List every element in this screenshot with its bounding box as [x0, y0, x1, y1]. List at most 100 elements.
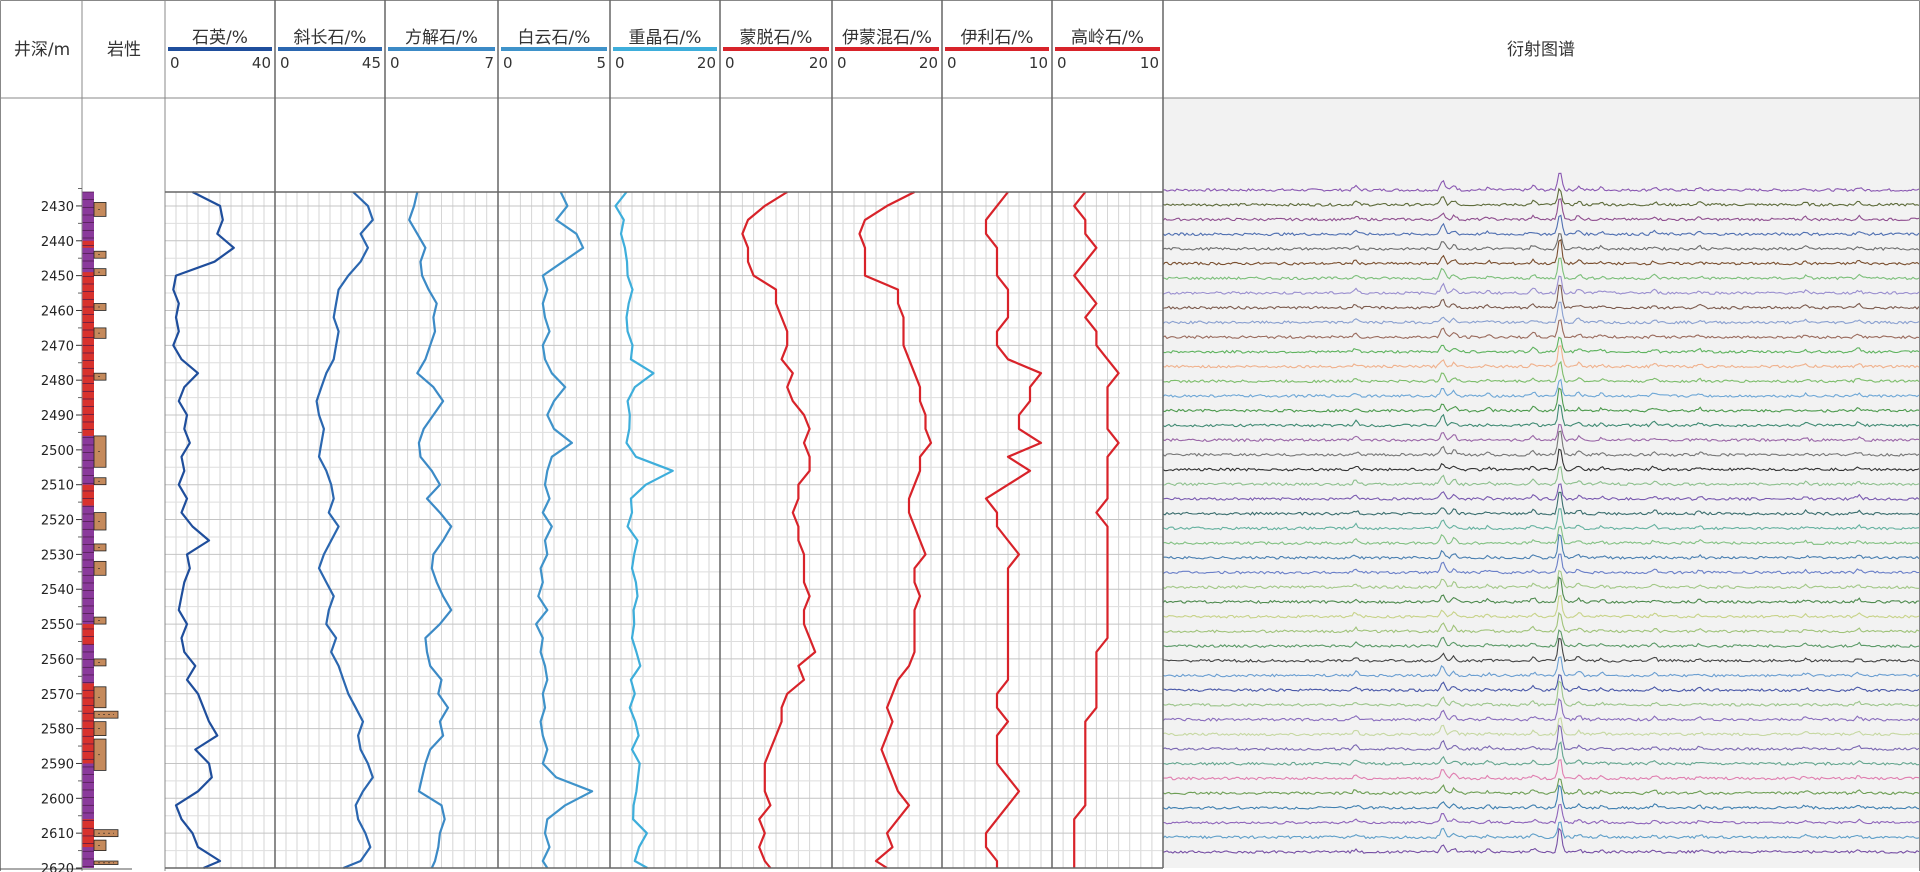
lithology-purple	[82, 644, 94, 684]
lithology-header: 岩性	[107, 40, 141, 60]
diffraction-curve	[1162, 187, 1920, 207]
diffraction-curve	[1162, 594, 1920, 619]
diffraction-background	[1163, 98, 1919, 868]
xlim-min-label: 0	[390, 54, 400, 72]
series-name: 伊蒙混石/%	[842, 28, 932, 48]
depth-tick-label: 2540	[41, 583, 74, 598]
xlim-max-label: 20	[919, 54, 938, 72]
diffraction-curve	[1162, 404, 1920, 428]
xlim-min-label: 0	[1057, 54, 1067, 72]
diffraction-curve	[1163, 741, 1920, 766]
lithology-sand	[93, 710, 119, 719]
diffraction-curve	[1162, 717, 1919, 737]
depth-tick-label: 2450	[41, 270, 74, 285]
diffraction-curve	[1162, 257, 1920, 281]
depth-tick-label: 2550	[41, 618, 74, 633]
series-name: 白云石/%	[518, 28, 591, 48]
diffraction-curve	[1162, 674, 1920, 693]
depth-tick-label: 2590	[41, 757, 74, 772]
diffraction-curve	[1162, 172, 1920, 192]
diffraction-curve	[1162, 784, 1920, 810]
diffraction-curve	[1162, 301, 1920, 325]
diffraction-curve	[1162, 430, 1920, 457]
mineral-curve	[741, 191, 817, 869]
diffraction-curve	[1162, 239, 1920, 266]
lithology-purple	[82, 505, 94, 625]
diffraction-curve	[1163, 759, 1920, 781]
series-name: 石英/%	[192, 28, 248, 48]
diffraction-curve	[1162, 821, 1920, 840]
xlim-max-label: 20	[697, 54, 716, 72]
diffraction-curve	[1162, 724, 1920, 752]
depth-tick-label: 2610	[41, 827, 74, 842]
diffraction-curve	[1162, 319, 1920, 340]
mineral-curve	[614, 191, 674, 869]
lithology-purple	[82, 192, 94, 241]
depth-tick-label: 2440	[41, 235, 74, 250]
depth-tick-label: 2580	[41, 723, 74, 738]
diffraction-curve	[1162, 656, 1920, 678]
xlim-min-label: 0	[503, 54, 513, 72]
series-name: 伊利石/%	[961, 28, 1034, 48]
diffraction-curve	[1162, 629, 1920, 649]
diffraction-curve	[1162, 803, 1920, 825]
diffraction-curve	[1162, 448, 1920, 472]
lithology-purple	[82, 847, 94, 868]
lithology-sand	[93, 860, 119, 865]
series-name: 高岭石/%	[1071, 28, 1144, 48]
mineral-curve	[534, 191, 594, 869]
depth-tick-label: 2430	[41, 200, 74, 215]
diffraction-curve	[1162, 336, 1920, 354]
xlim-max-label: 45	[362, 54, 381, 72]
diffraction-curve	[1162, 214, 1920, 237]
diffraction-curve	[1162, 698, 1920, 722]
diffraction-curve	[1162, 637, 1920, 663]
diffraction-curve	[1162, 553, 1920, 575]
depth-tick-label: 2460	[41, 304, 74, 319]
depth-tick-label: 2520	[41, 514, 74, 529]
lithology-purple	[82, 247, 94, 273]
diffraction-curve	[1162, 198, 1920, 222]
diffraction-curve	[1162, 576, 1920, 605]
diffraction-curve	[1162, 525, 1920, 546]
diffraction-curve	[1162, 611, 1920, 634]
diffraction-curve	[1162, 778, 1920, 796]
xlim-min-label: 0	[837, 54, 847, 72]
diffraction-curve	[1162, 275, 1920, 296]
xlim-min-label: 0	[170, 54, 180, 72]
xlim-max-label: 40	[252, 54, 271, 72]
xlim-max-label: 20	[809, 54, 828, 72]
mineral-curve	[984, 191, 1043, 868]
xlim-min-label: 0	[725, 54, 735, 72]
xlim-min-label: 0	[280, 54, 290, 72]
lithology-purple	[82, 763, 94, 820]
xlim-max-label: 7	[484, 54, 494, 72]
series-name: 方解石/%	[405, 28, 478, 48]
depth-tick-label: 2570	[41, 688, 74, 703]
mineral-curve	[408, 191, 453, 869]
depth-tick-label: 2470	[41, 339, 74, 354]
mineral-curve	[858, 191, 933, 869]
diffraction-curve	[1162, 345, 1920, 369]
mineral-curve	[315, 191, 374, 870]
diffraction-curve	[1162, 483, 1920, 502]
mineral-curve	[172, 191, 235, 870]
depth-header: 井深/m	[14, 40, 70, 60]
xlim-max-label: 10	[1140, 54, 1159, 72]
series-name: 蒙脱石/%	[740, 28, 813, 48]
lithology-sand	[93, 829, 119, 838]
series-name: 斜长石/%	[294, 28, 367, 48]
diffraction-curve	[1162, 360, 1920, 384]
diffraction-curve	[1162, 533, 1920, 560]
mineral-curve	[1073, 191, 1120, 868]
diffraction-curve	[1162, 508, 1920, 531]
depth-tick-label: 2500	[41, 444, 74, 459]
depth-tick-label: 2620	[41, 862, 74, 872]
diffraction-curve	[1162, 232, 1920, 251]
depth-tick-label: 2510	[41, 479, 74, 494]
xlim-max-label: 10	[1029, 54, 1048, 72]
depth-tick-label: 2530	[41, 548, 74, 563]
diffraction-curve	[1162, 423, 1920, 443]
xlim-min-label: 0	[947, 54, 957, 72]
